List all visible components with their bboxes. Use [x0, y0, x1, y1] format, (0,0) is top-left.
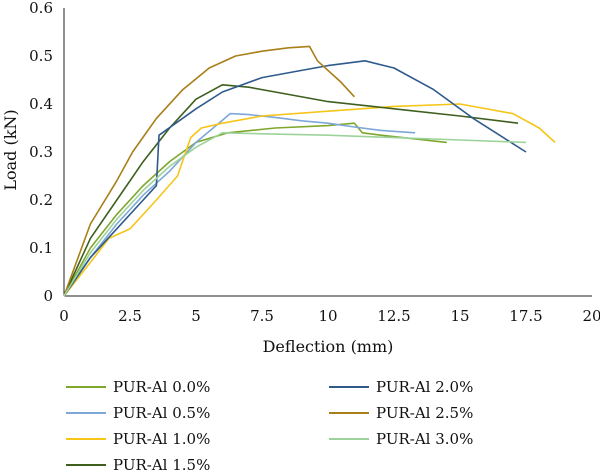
legend: PUR-Al 0.0% PUR-Al 2.0% PUR-Al 0.5% PUR-Al …	[66, 378, 473, 474]
legend-entry: PUR-Al 1.5%	[113, 456, 210, 474]
y-tick-labels: 0 0.1 0.2 0.3 0.4 0.5 0.6	[29, 0, 53, 305]
x-tick-label: 2.5	[118, 307, 142, 325]
series-line	[63, 59, 527, 297]
x-tick-label: 5	[191, 307, 201, 325]
x-tick-label: 20	[582, 307, 600, 325]
y-tick-label: 0.3	[29, 143, 53, 161]
series-line	[63, 103, 556, 297]
x-tick-label: 10	[318, 307, 337, 325]
y-tick-label: 0.4	[29, 95, 53, 113]
legend-entry: PUR-Al 2.0%	[376, 378, 473, 396]
y-tick-label: 0.1	[29, 239, 53, 257]
x-tick-label: 0	[59, 307, 69, 325]
axes	[63, 8, 592, 297]
y-tick-label: 0	[43, 287, 53, 305]
x-tick-label: 12.5	[377, 307, 410, 325]
series-line	[63, 84, 519, 297]
series-line	[63, 122, 447, 297]
y-tick-label: 0.6	[29, 0, 53, 17]
legend-entry: PUR-Al 3.0%	[376, 430, 473, 448]
legend-entry: PUR-Al 1.0%	[113, 430, 210, 448]
x-axis-label: Deflection (mm)	[263, 337, 394, 356]
x-tick-label: 7.5	[250, 307, 274, 325]
series-lines	[63, 45, 556, 297]
y-tick-label: 0.2	[29, 191, 53, 209]
series-line	[63, 112, 416, 297]
y-axis-label: Load (kN)	[1, 109, 20, 190]
series-line	[63, 132, 527, 297]
x-tick-label: 17.5	[509, 307, 542, 325]
legend-entry: PUR-Al 0.0%	[113, 378, 210, 396]
y-tick-label: 0.5	[29, 47, 53, 65]
series-line	[63, 45, 355, 297]
legend-entry: PUR-Al 2.5%	[376, 404, 473, 422]
x-tick-label: 15	[450, 307, 469, 325]
legend-entry: PUR-Al 0.5%	[113, 404, 210, 422]
x-tick-labels: 0 2.5 5 7.5 10 12.5 15 17.5 20	[59, 307, 600, 325]
